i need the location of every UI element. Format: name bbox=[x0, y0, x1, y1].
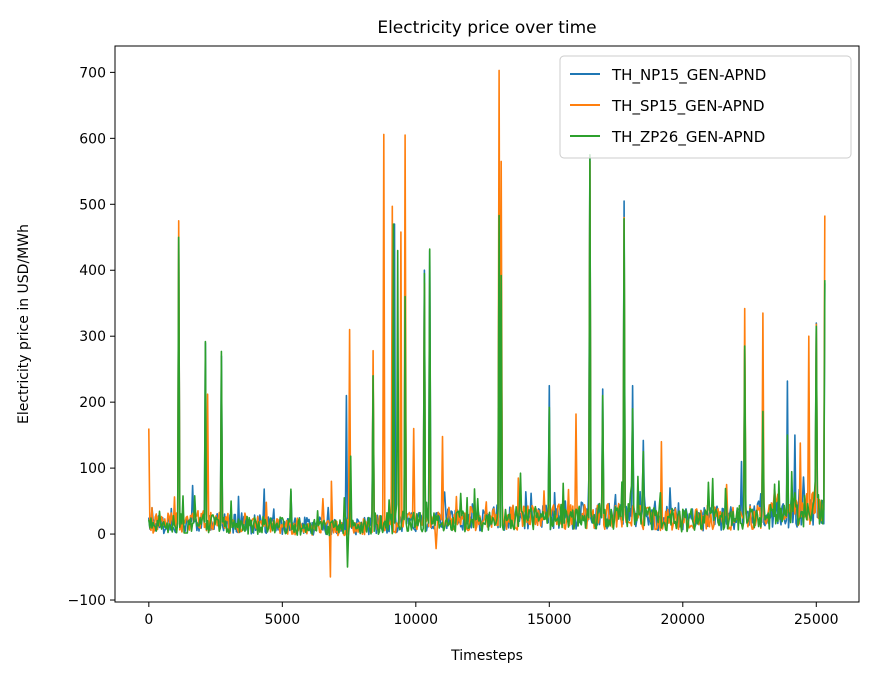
x-tick-label: 15000 bbox=[527, 612, 572, 628]
series-line-th-np15-gen-apnd bbox=[148, 154, 826, 536]
y-axis-label: Electricity price in USD/MWh bbox=[16, 224, 32, 424]
legend-label: TH_NP15_GEN-APND bbox=[611, 66, 766, 85]
y-tick-label: 0 bbox=[97, 527, 106, 543]
y-tick-label: 700 bbox=[79, 65, 106, 81]
y-tick-label: 400 bbox=[79, 263, 106, 279]
y-tick-label: 500 bbox=[79, 197, 106, 213]
x-tick-label: 20000 bbox=[661, 612, 706, 628]
x-tick-label: 25000 bbox=[794, 612, 839, 628]
chart-title: Electricity price over time bbox=[377, 18, 596, 38]
legend-label: TH_SP15_GEN-APND bbox=[611, 97, 765, 116]
series-line-th-sp15-gen-apnd bbox=[148, 69, 826, 578]
x-axis: 0 5000 10000 15000 20000 25000 bbox=[144, 602, 839, 628]
plot-frame bbox=[114, 45, 860, 603]
series-line-th-zp26-gen-apnd bbox=[148, 154, 826, 568]
y-tick-label: 200 bbox=[79, 395, 106, 411]
y-tick-label: 100 bbox=[79, 461, 106, 477]
x-axis-label: Timesteps bbox=[450, 648, 523, 664]
x-tick-label: 5000 bbox=[264, 612, 300, 628]
x-tick-label: 0 bbox=[144, 612, 153, 628]
y-tick-label: −100 bbox=[68, 593, 106, 609]
legend-box bbox=[559, 55, 852, 159]
x-tick-label: 10000 bbox=[394, 612, 439, 628]
y-tick-label: 300 bbox=[79, 329, 106, 345]
legend: TH_NP15_GEN-APND TH_SP15_GEN-APND TH_ZP26_… bbox=[559, 55, 852, 159]
legend-label: TH_ZP26_GEN-APND bbox=[611, 128, 765, 147]
y-axis: −100 0 100 200 300 400 500 600 700 bbox=[68, 65, 115, 609]
series-group bbox=[148, 69, 826, 578]
y-tick-label: 600 bbox=[79, 131, 106, 147]
